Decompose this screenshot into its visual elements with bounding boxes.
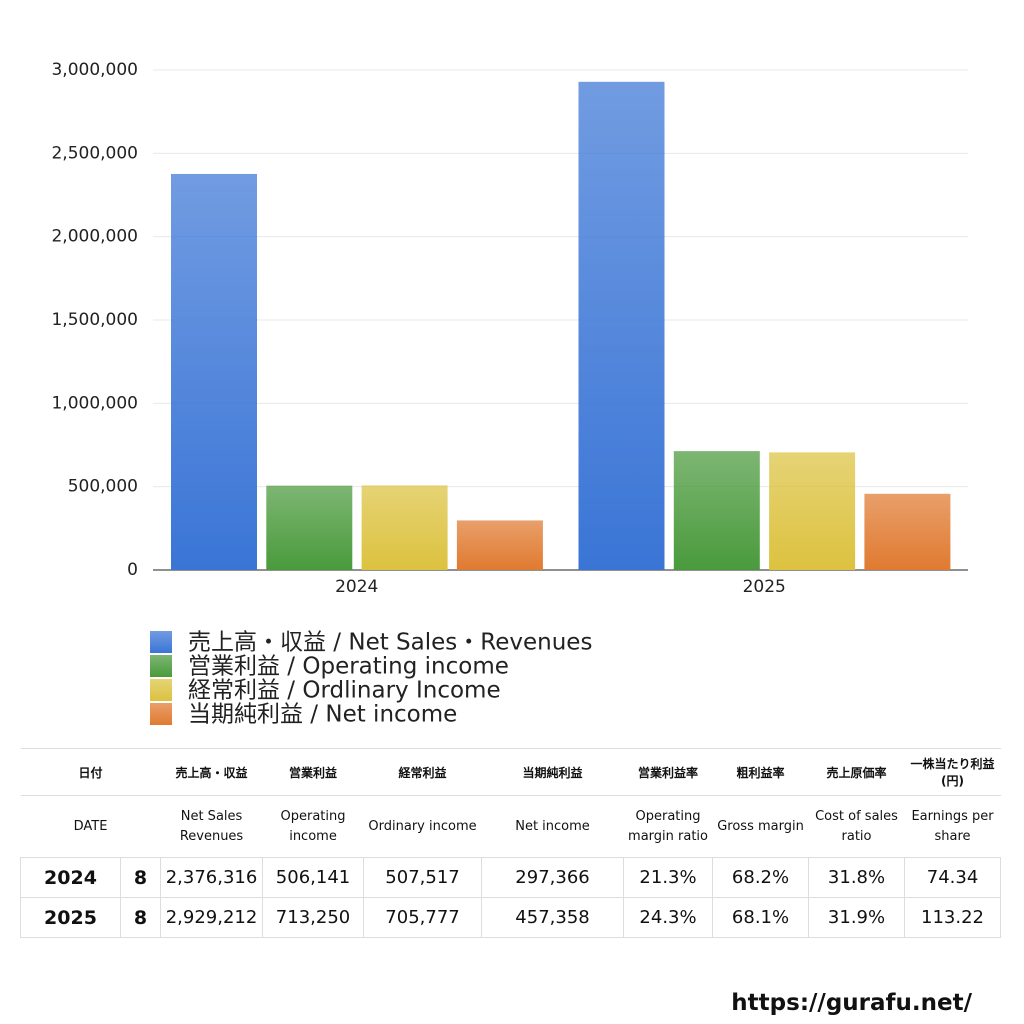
legend-label: 当期純利益 / Net income: [188, 702, 457, 728]
table-cell: 24.3%: [623, 897, 714, 938]
table-cell: 31.9%: [808, 897, 906, 938]
table-row: 2025 8 2,929,212 713,250 705,777 457,358 24.3%…: [20, 897, 1002, 938]
header-cell: Operating income: [262, 795, 364, 858]
table-cell: 74.34: [904, 857, 1002, 898]
y-tick-label: 3,000,000: [51, 60, 138, 80]
y-tick-label: 1,500,000: [51, 310, 138, 330]
table-cell: 8: [119, 897, 162, 938]
header-cell: 営業利益率: [623, 748, 713, 796]
table-cell: 457,358: [481, 897, 625, 938]
y-tick-label: 2,500,000: [51, 143, 138, 163]
header-cell: 一株当たり利益(円): [904, 748, 1001, 796]
header-cell: 当期純利益: [481, 748, 624, 796]
table-row: 日付 売上高・収益 営業利益 経常利益 当期純利益 営業利益率 粗利益率 売上原価率 一株当たり…: [20, 748, 1001, 796]
table-cell: 705,777: [363, 897, 483, 938]
legend-swatch: [150, 703, 172, 725]
footer-url: https://gurafu.net/: [731, 990, 972, 1016]
header-cell: Operating margin ratio: [623, 795, 713, 858]
header-cell: 日付: [20, 748, 161, 796]
table-cell: 2024: [20, 857, 121, 898]
header-cell: 売上高・収益: [160, 748, 263, 796]
y-tick-label: 0: [127, 560, 138, 580]
table-cell: 68.2%: [712, 857, 810, 898]
table-cell: 2,929,212: [160, 897, 264, 938]
table-cell: 31.8%: [808, 857, 906, 898]
chart: 0 500,000 1,000,000 1,500,000 2,000,000 2,500…: [51, 60, 968, 728]
legend-label: 経常利益 / Ordlinary Income: [188, 678, 501, 704]
header-cell: Cost of sales ratio: [808, 795, 905, 858]
table-row: 2024 8 2,376,316 506,141 507,517 297,366 21.3%…: [20, 857, 1002, 898]
header-cell: DATE: [20, 795, 161, 858]
bar: [864, 493, 951, 570]
x-tick-label: 2024: [335, 577, 378, 597]
legend-swatch: [150, 679, 172, 701]
table-cell: 2025: [20, 897, 121, 938]
legend-label: 売上高・収益 / Net Sales・Revenues: [188, 630, 592, 656]
table-cell: 21.3%: [623, 857, 714, 898]
header-cell: 売上原価率: [808, 748, 905, 796]
header-cell: Net Sales Revenues: [160, 795, 263, 858]
header-cell: 粗利益率: [712, 748, 809, 796]
legend-label: 営業利益 / Operating income: [188, 654, 509, 680]
legend-swatch: [150, 631, 172, 653]
bar: [769, 452, 856, 570]
header-cell: Net income: [481, 795, 624, 858]
table-cell: 713,250: [262, 897, 365, 938]
x-tick-label: 2025: [743, 577, 786, 597]
table-cell: 297,366: [481, 857, 625, 898]
data-table: 日付 売上高・収益 営業利益 経常利益 当期純利益 営業利益率 粗利益率 売上原価率 一株当たり…: [20, 748, 1002, 938]
y-tick-label: 1,000,000: [51, 393, 138, 413]
bar: [361, 485, 448, 570]
table-cell: 113.22: [904, 897, 1002, 938]
header-cell: 経常利益: [363, 748, 482, 796]
y-tick-label: 2,000,000: [51, 227, 138, 247]
header-cell: Gross margin: [712, 795, 809, 858]
bar: [456, 520, 543, 570]
table-cell: 507,517: [363, 857, 483, 898]
legend-swatch: [150, 655, 172, 677]
table-row: DATE Net Sales Revenues Operating income Or…: [20, 795, 1001, 858]
header-cell: 営業利益: [262, 748, 364, 796]
table-cell: 2,376,316: [160, 857, 264, 898]
bar: [578, 81, 665, 570]
bar: [266, 485, 353, 570]
table-cell: 68.1%: [712, 897, 810, 938]
y-tick-label: 500,000: [68, 477, 138, 497]
bar: [673, 451, 760, 570]
table-cell: 506,141: [262, 857, 365, 898]
table-cell: 8: [119, 857, 162, 898]
header-cell: Earnings per share: [904, 795, 1001, 858]
header-cell: Ordinary income: [363, 795, 482, 858]
bar: [171, 173, 257, 570]
